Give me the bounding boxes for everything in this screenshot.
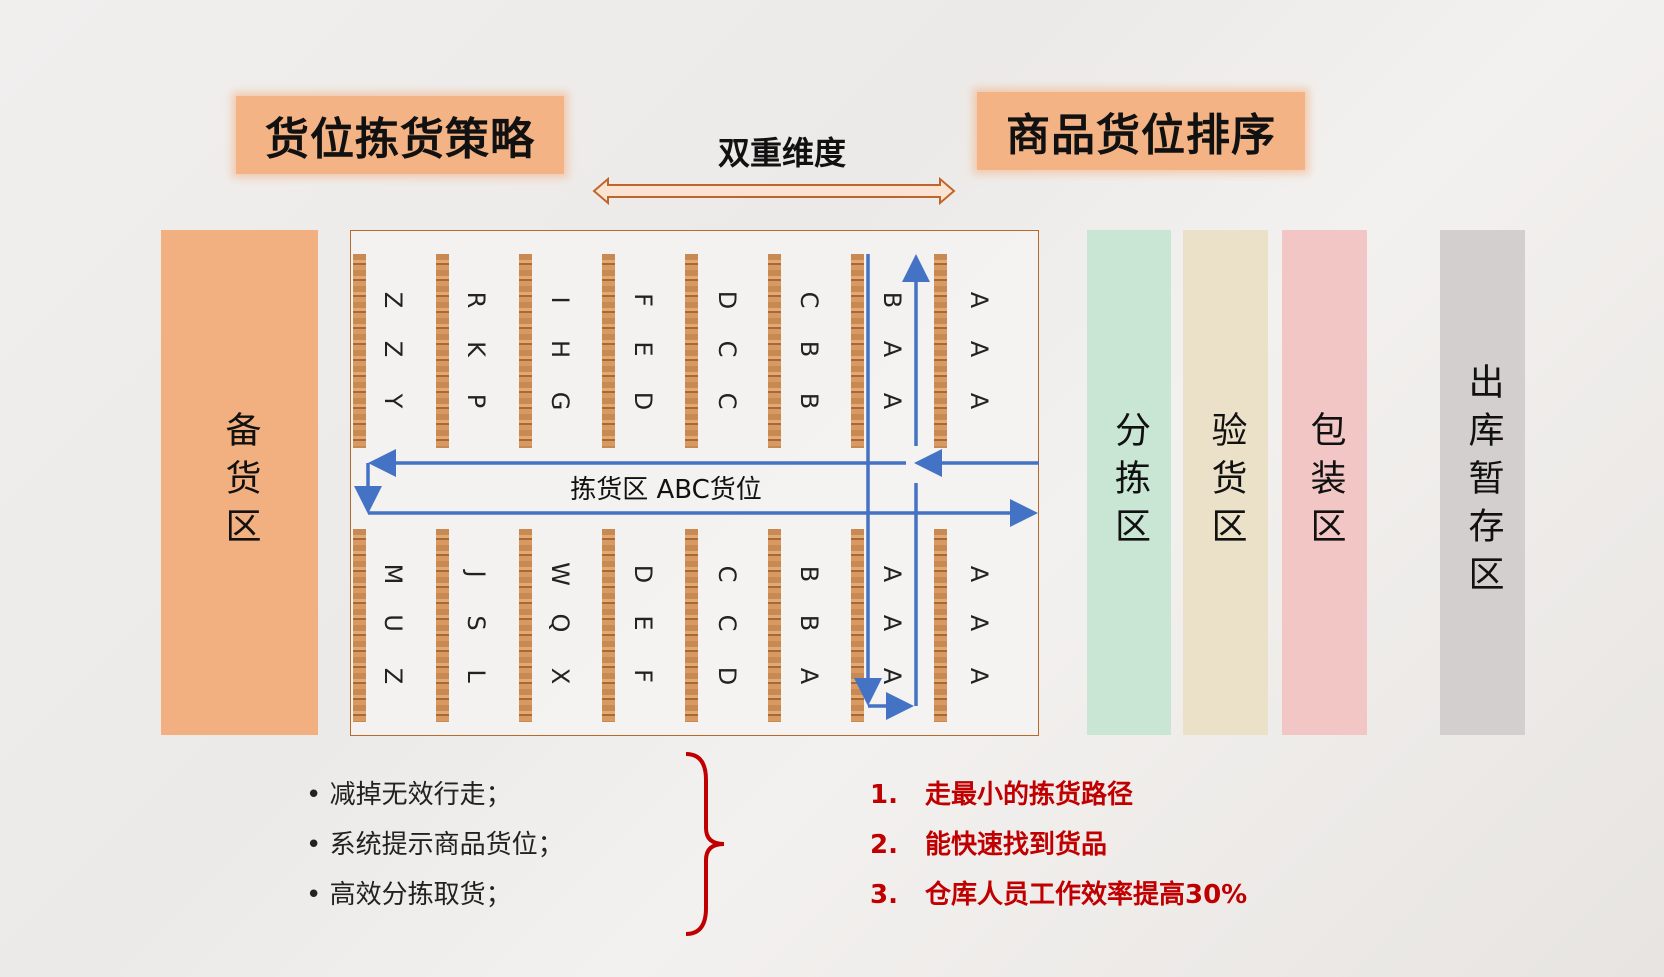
location-letter: H xyxy=(546,339,574,359)
location-letter: A xyxy=(965,340,993,358)
double-arrow-icon xyxy=(592,176,956,206)
location-letter: B xyxy=(795,340,823,358)
zone-inspection: 验货区 xyxy=(1183,230,1268,735)
location-letter: A xyxy=(965,614,993,632)
zone-packing: 包装区 xyxy=(1282,230,1367,735)
zone-sorting: 分拣区 xyxy=(1087,230,1171,735)
location-letter: X xyxy=(546,667,574,685)
shelf-rack xyxy=(353,529,366,722)
shelf-rack xyxy=(602,529,615,722)
dual-dimension-label: 双重维度 xyxy=(717,134,846,172)
bullet-item: • 减掉无效行走； xyxy=(306,780,512,810)
shelf-rack xyxy=(436,254,449,448)
location-letter: C xyxy=(713,392,741,410)
shelf-rack xyxy=(436,529,449,722)
location-letter: I xyxy=(546,296,574,304)
zone-outbound: 出库暂存区 xyxy=(1440,230,1525,735)
location-letter: C xyxy=(713,340,741,358)
zone-reserve: 备货区 xyxy=(161,230,318,735)
bullet-item: • 系统提示商品货位； xyxy=(306,830,564,860)
location-letter: B xyxy=(878,291,906,309)
shelf-rack xyxy=(934,254,947,448)
location-letter: D xyxy=(629,391,657,411)
location-letter: A xyxy=(965,392,993,410)
shelf-rack xyxy=(685,529,698,722)
location-letter: J xyxy=(462,570,490,578)
zone-packing-label: 包装区 xyxy=(1304,410,1346,555)
location-letter: F xyxy=(629,669,657,683)
location-letter: A xyxy=(965,667,993,685)
location-letter: S xyxy=(462,615,490,631)
title-left: 货位拣货策略 xyxy=(236,96,564,174)
goal-item: 1. 走最小的拣货路径 xyxy=(870,780,1134,810)
location-letter: F xyxy=(629,293,657,307)
location-letter: U xyxy=(379,614,407,632)
route-arrows xyxy=(354,254,1039,720)
location-letter: K xyxy=(462,341,490,357)
title-right: 商品货位排序 xyxy=(977,92,1305,170)
zone-sorting-label: 分拣区 xyxy=(1109,410,1150,555)
location-letter: D xyxy=(713,290,741,310)
picking-area: Z Z Y R K P I H G F E D D C C C B B B A A A A A M U Z J S L W Q X D E F C C D B… xyxy=(350,230,1039,736)
picking-area-label: 拣货区 ABC货位 xyxy=(570,475,762,505)
location-letter: Z xyxy=(379,291,407,309)
location-letter: Z xyxy=(379,340,407,358)
shelf-rack xyxy=(519,254,532,448)
location-letter: P xyxy=(462,393,490,409)
shelf-rack xyxy=(934,529,947,722)
goal-item: 3. 仓库人员工作效率提高30% xyxy=(870,880,1248,910)
location-letter: C xyxy=(713,565,741,583)
bullet-list: • 减掉无效行走； • 系统提示商品货位； • 高效分拣取货； xyxy=(306,770,564,920)
location-letter: A xyxy=(878,340,906,358)
location-letter: W xyxy=(546,562,574,586)
location-letter: A xyxy=(878,392,906,410)
zone-outbound-label: 出库暂存区 xyxy=(1462,362,1504,603)
location-letter: Z xyxy=(379,667,407,685)
shelf-rack xyxy=(851,254,864,448)
shelf-rack xyxy=(768,529,781,722)
location-letter: G xyxy=(546,391,574,411)
zone-reserve-label: 备货区 xyxy=(219,410,261,555)
location-letter: C xyxy=(795,291,823,309)
goal-item: 2. 能快速找到货品 xyxy=(870,830,1108,860)
location-letter: C xyxy=(713,614,741,632)
location-letter: A xyxy=(878,614,906,632)
location-letter: E xyxy=(629,615,657,631)
location-letter: A xyxy=(795,667,823,685)
shelf-rack xyxy=(768,254,781,448)
location-letter: A xyxy=(878,565,906,583)
location-letter: R xyxy=(462,291,490,309)
location-letter: B xyxy=(795,614,823,632)
shelf-rack xyxy=(519,529,532,722)
location-letter: B xyxy=(795,565,823,583)
location-letter: A xyxy=(878,667,906,685)
shelf-rack xyxy=(353,254,366,448)
location-letter: D xyxy=(713,666,741,686)
location-letter: B xyxy=(795,392,823,410)
location-letter: E xyxy=(629,341,657,357)
shelf-rack xyxy=(851,529,864,722)
location-letter: A xyxy=(965,291,993,309)
bullet-item: • 高效分拣取货； xyxy=(306,880,512,910)
location-letter: L xyxy=(462,669,490,683)
brace-icon xyxy=(685,752,725,936)
location-letter: M xyxy=(379,563,407,585)
location-letter: D xyxy=(629,564,657,584)
shelf-rack xyxy=(602,254,615,448)
location-letter: A xyxy=(965,565,993,583)
goal-list: 1. 走最小的拣货路径 2. 能快速找到货品 3. 仓库人员工作效率提高30% xyxy=(870,770,1247,920)
shelf-rack xyxy=(685,254,698,448)
location-letter: Q xyxy=(546,613,574,633)
zone-inspection-label: 验货区 xyxy=(1205,410,1247,555)
location-letter: Y xyxy=(379,393,407,409)
